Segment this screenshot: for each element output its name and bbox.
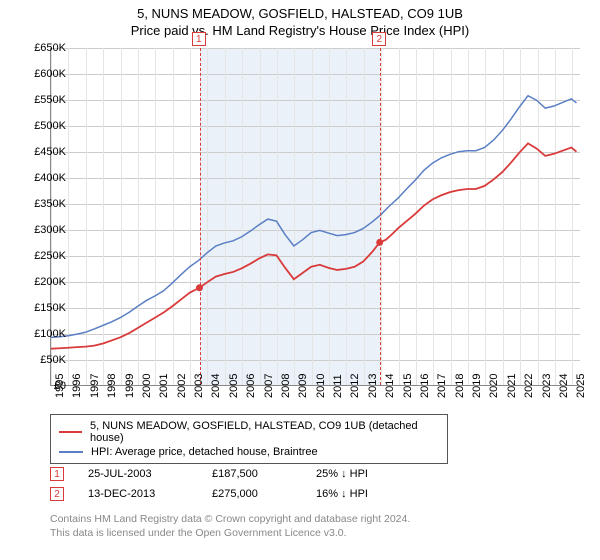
x-axis-label: 2012: [349, 374, 361, 398]
x-axis-label: 2009: [297, 374, 309, 398]
x-axis-label: 1997: [89, 374, 101, 398]
x-axis-label: 2004: [210, 374, 222, 398]
y-axis-label: £150K: [34, 302, 66, 314]
x-axis-label: 2024: [558, 374, 570, 398]
chart-title-block: 5, NUNS MEADOW, GOSFIELD, HALSTEAD, CO9 …: [0, 0, 600, 38]
y-axis-label: £200K: [34, 276, 66, 288]
y-axis-label: £100K: [34, 328, 66, 340]
series-hpi: [51, 96, 577, 338]
y-axis-label: £300K: [34, 224, 66, 236]
x-axis-label: 2014: [384, 374, 396, 398]
x-axis-label: 2000: [141, 374, 153, 398]
sale-row: 1 25-JUL-2003 £187,500 25% ↓ HPI: [50, 464, 396, 484]
x-axis-label: 2011: [332, 374, 344, 398]
title-sub: Price paid vs. HM Land Registry's House …: [0, 23, 600, 38]
sale-marker-line: [380, 48, 381, 385]
sale-marker-line: [200, 48, 201, 385]
legend-swatch: [59, 431, 82, 433]
sale-delta: 16% ↓ HPI: [316, 488, 396, 500]
x-axis-label: 2005: [228, 374, 240, 398]
legend-label: HPI: Average price, detached house, Brai…: [91, 446, 318, 458]
x-axis-label: 1999: [124, 374, 136, 398]
title-main: 5, NUNS MEADOW, GOSFIELD, HALSTEAD, CO9 …: [0, 6, 600, 21]
y-axis-label: £500K: [34, 120, 66, 132]
y-axis-label: £600K: [34, 68, 66, 80]
x-axis-label: 2003: [193, 374, 205, 398]
sale-date: 13-DEC-2013: [88, 488, 188, 500]
x-axis-label: 1995: [54, 374, 66, 398]
footer-attribution: Contains HM Land Registry data © Crown c…: [50, 512, 410, 540]
legend-row: HPI: Average price, detached house, Brai…: [59, 445, 439, 459]
x-axis-label: 2010: [315, 374, 327, 398]
sale-badge: 1: [50, 467, 64, 481]
y-axis-label: £350K: [34, 198, 66, 210]
sales-table: 1 25-JUL-2003 £187,500 25% ↓ HPI 2 13-DEC-201…: [50, 464, 396, 504]
y-axis-label: £50K: [40, 354, 66, 366]
sale-price: £275,000: [212, 488, 292, 500]
x-axis-label: 2022: [523, 374, 535, 398]
x-axis-label: 2001: [158, 374, 170, 398]
y-axis-label: £450K: [34, 146, 66, 158]
x-axis-label: 2016: [419, 374, 431, 398]
x-axis-label: 2017: [436, 374, 448, 398]
x-axis-label: 2020: [488, 374, 500, 398]
x-axis-label: 2019: [471, 374, 483, 398]
y-axis-label: £550K: [34, 94, 66, 106]
x-axis-label: 2006: [245, 374, 257, 398]
y-axis-label: £400K: [34, 172, 66, 184]
series-price_paid: [51, 143, 577, 348]
x-axis-label: 2008: [280, 374, 292, 398]
x-axis-label: 1998: [106, 374, 118, 398]
x-axis-label: 2015: [402, 374, 414, 398]
x-axis-label: 2007: [263, 374, 275, 398]
chart-plot-area: [50, 48, 580, 386]
y-axis-label: £650K: [34, 42, 66, 54]
chart-svg: [51, 48, 580, 385]
sale-delta: 25% ↓ HPI: [316, 468, 396, 480]
legend-swatch: [59, 451, 83, 453]
legend-label: 5, NUNS MEADOW, GOSFIELD, HALSTEAD, CO9 …: [90, 420, 439, 444]
sale-date: 25-JUL-2003: [88, 468, 188, 480]
sale-row: 2 13-DEC-2013 £275,000 16% ↓ HPI: [50, 484, 396, 504]
x-axis-label: 2018: [454, 374, 466, 398]
legend-row: 5, NUNS MEADOW, GOSFIELD, HALSTEAD, CO9 …: [59, 419, 439, 445]
footer-line-1: Contains HM Land Registry data © Crown c…: [50, 512, 410, 526]
x-axis-label: 2023: [541, 374, 553, 398]
x-axis-label: 1996: [71, 374, 83, 398]
sale-marker-badge: 1: [192, 32, 206, 46]
sale-badge: 2: [50, 487, 64, 501]
x-axis-label: 2025: [575, 374, 587, 398]
legend: 5, NUNS MEADOW, GOSFIELD, HALSTEAD, CO9 …: [50, 414, 448, 464]
sale-price: £187,500: [212, 468, 292, 480]
y-axis-label: £250K: [34, 250, 66, 262]
x-axis-label: 2021: [506, 374, 518, 398]
footer-line-2: This data is licensed under the Open Gov…: [50, 526, 410, 540]
x-axis-label: 2002: [176, 374, 188, 398]
x-axis-label: 2013: [367, 374, 379, 398]
sale-marker-badge: 2: [372, 32, 386, 46]
